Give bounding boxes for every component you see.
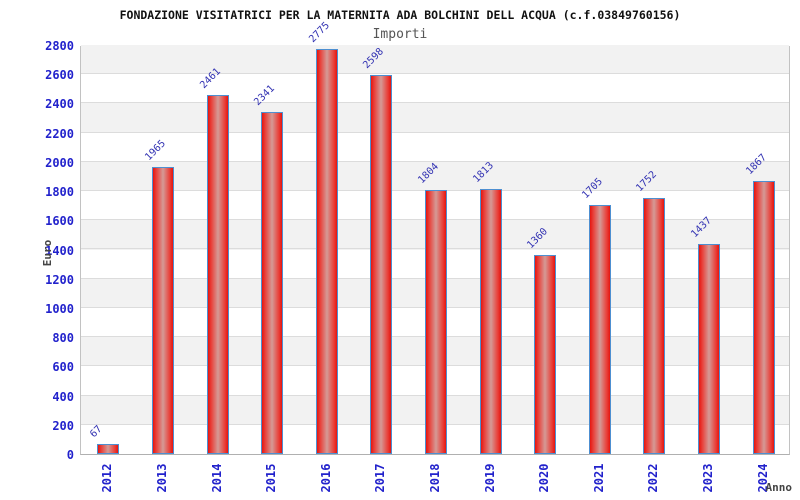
x-tick-label-2020: 2020 <box>537 463 551 493</box>
bar-2012 <box>97 444 119 454</box>
x-tick-label-2012: 2012 <box>100 463 114 493</box>
bar-value-label: 1965 <box>143 138 169 163</box>
bar-2017 <box>370 75 392 454</box>
bar-2013 <box>152 167 174 454</box>
bar-value-label: 2461 <box>198 66 224 91</box>
bar-value-label: 1437 <box>689 215 715 240</box>
gridline <box>81 161 789 162</box>
gridline <box>81 73 789 74</box>
x-axis-title: Anno <box>765 481 793 494</box>
bar-2024 <box>753 181 775 454</box>
y-tick-label: 2800 <box>45 39 74 53</box>
bar-value-label: 2341 <box>252 83 278 108</box>
bar-value-label: 67 <box>88 423 105 440</box>
y-tick-label: 1000 <box>45 302 74 316</box>
x-tick-label-2016: 2016 <box>319 463 333 493</box>
bar-2016 <box>316 49 338 454</box>
bar-2022 <box>643 198 665 454</box>
bar-2018 <box>425 190 447 454</box>
chart-subtitle: Importi <box>372 27 428 42</box>
bar-value-label: 1752 <box>634 169 660 194</box>
bar-2020 <box>534 255 556 454</box>
x-tick-label-2021: 2021 <box>592 463 606 493</box>
bar-value-label: 1867 <box>744 152 770 177</box>
y-tick-label: 1400 <box>45 244 74 258</box>
y-tick-label: 1600 <box>45 214 74 228</box>
bar-value-label: 1360 <box>525 226 551 251</box>
y-tick-label: 2200 <box>45 127 74 141</box>
bar-2021 <box>589 205 611 454</box>
y-tick-label: 2400 <box>45 97 74 111</box>
bar-2015 <box>261 112 283 454</box>
y-tick-label: 2000 <box>45 156 74 170</box>
chart-title: FONDAZIONE VISITATRICI PER LA MATERNITA … <box>119 8 681 22</box>
background-band <box>81 103 789 133</box>
bar-2023 <box>698 244 720 454</box>
y-tick-label: 800 <box>52 331 74 345</box>
bar-2014 <box>207 95 229 454</box>
bar-value-label: 1705 <box>580 176 606 201</box>
bar-2019 <box>480 189 502 454</box>
bar-value-label: 1804 <box>416 161 442 186</box>
plot-area: 67 1965 2461 2341 2775 2598 1804 1813 1360 1705 17… <box>80 20 790 455</box>
x-tick-label-2013: 2013 <box>155 463 169 493</box>
y-tick-label: 400 <box>52 390 74 404</box>
y-tick-label: 1200 <box>45 273 74 287</box>
x-tick-label-2023: 2023 <box>701 463 715 493</box>
x-tick-label-2022: 2022 <box>646 463 660 493</box>
x-tick-label-2018: 2018 <box>428 463 442 493</box>
y-tick-label: 200 <box>52 419 74 433</box>
y-tick-label: 2600 <box>45 68 74 82</box>
y-tick-label: 1800 <box>45 185 74 199</box>
gridline <box>81 102 789 103</box>
x-tick-label-2014: 2014 <box>210 463 224 493</box>
gridline <box>81 132 789 133</box>
bar-value-label: 2598 <box>361 46 387 71</box>
x-tick-label-2017: 2017 <box>373 463 387 493</box>
background-band <box>81 45 789 75</box>
y-tick-label: 600 <box>52 360 74 374</box>
x-tick-label-2015: 2015 <box>264 463 278 493</box>
bar-value-label: 1813 <box>471 160 497 185</box>
y-axis-title: Euro <box>41 239 54 267</box>
y-tick-label: 0 <box>66 448 74 462</box>
x-tick-label-2019: 2019 <box>483 463 497 493</box>
